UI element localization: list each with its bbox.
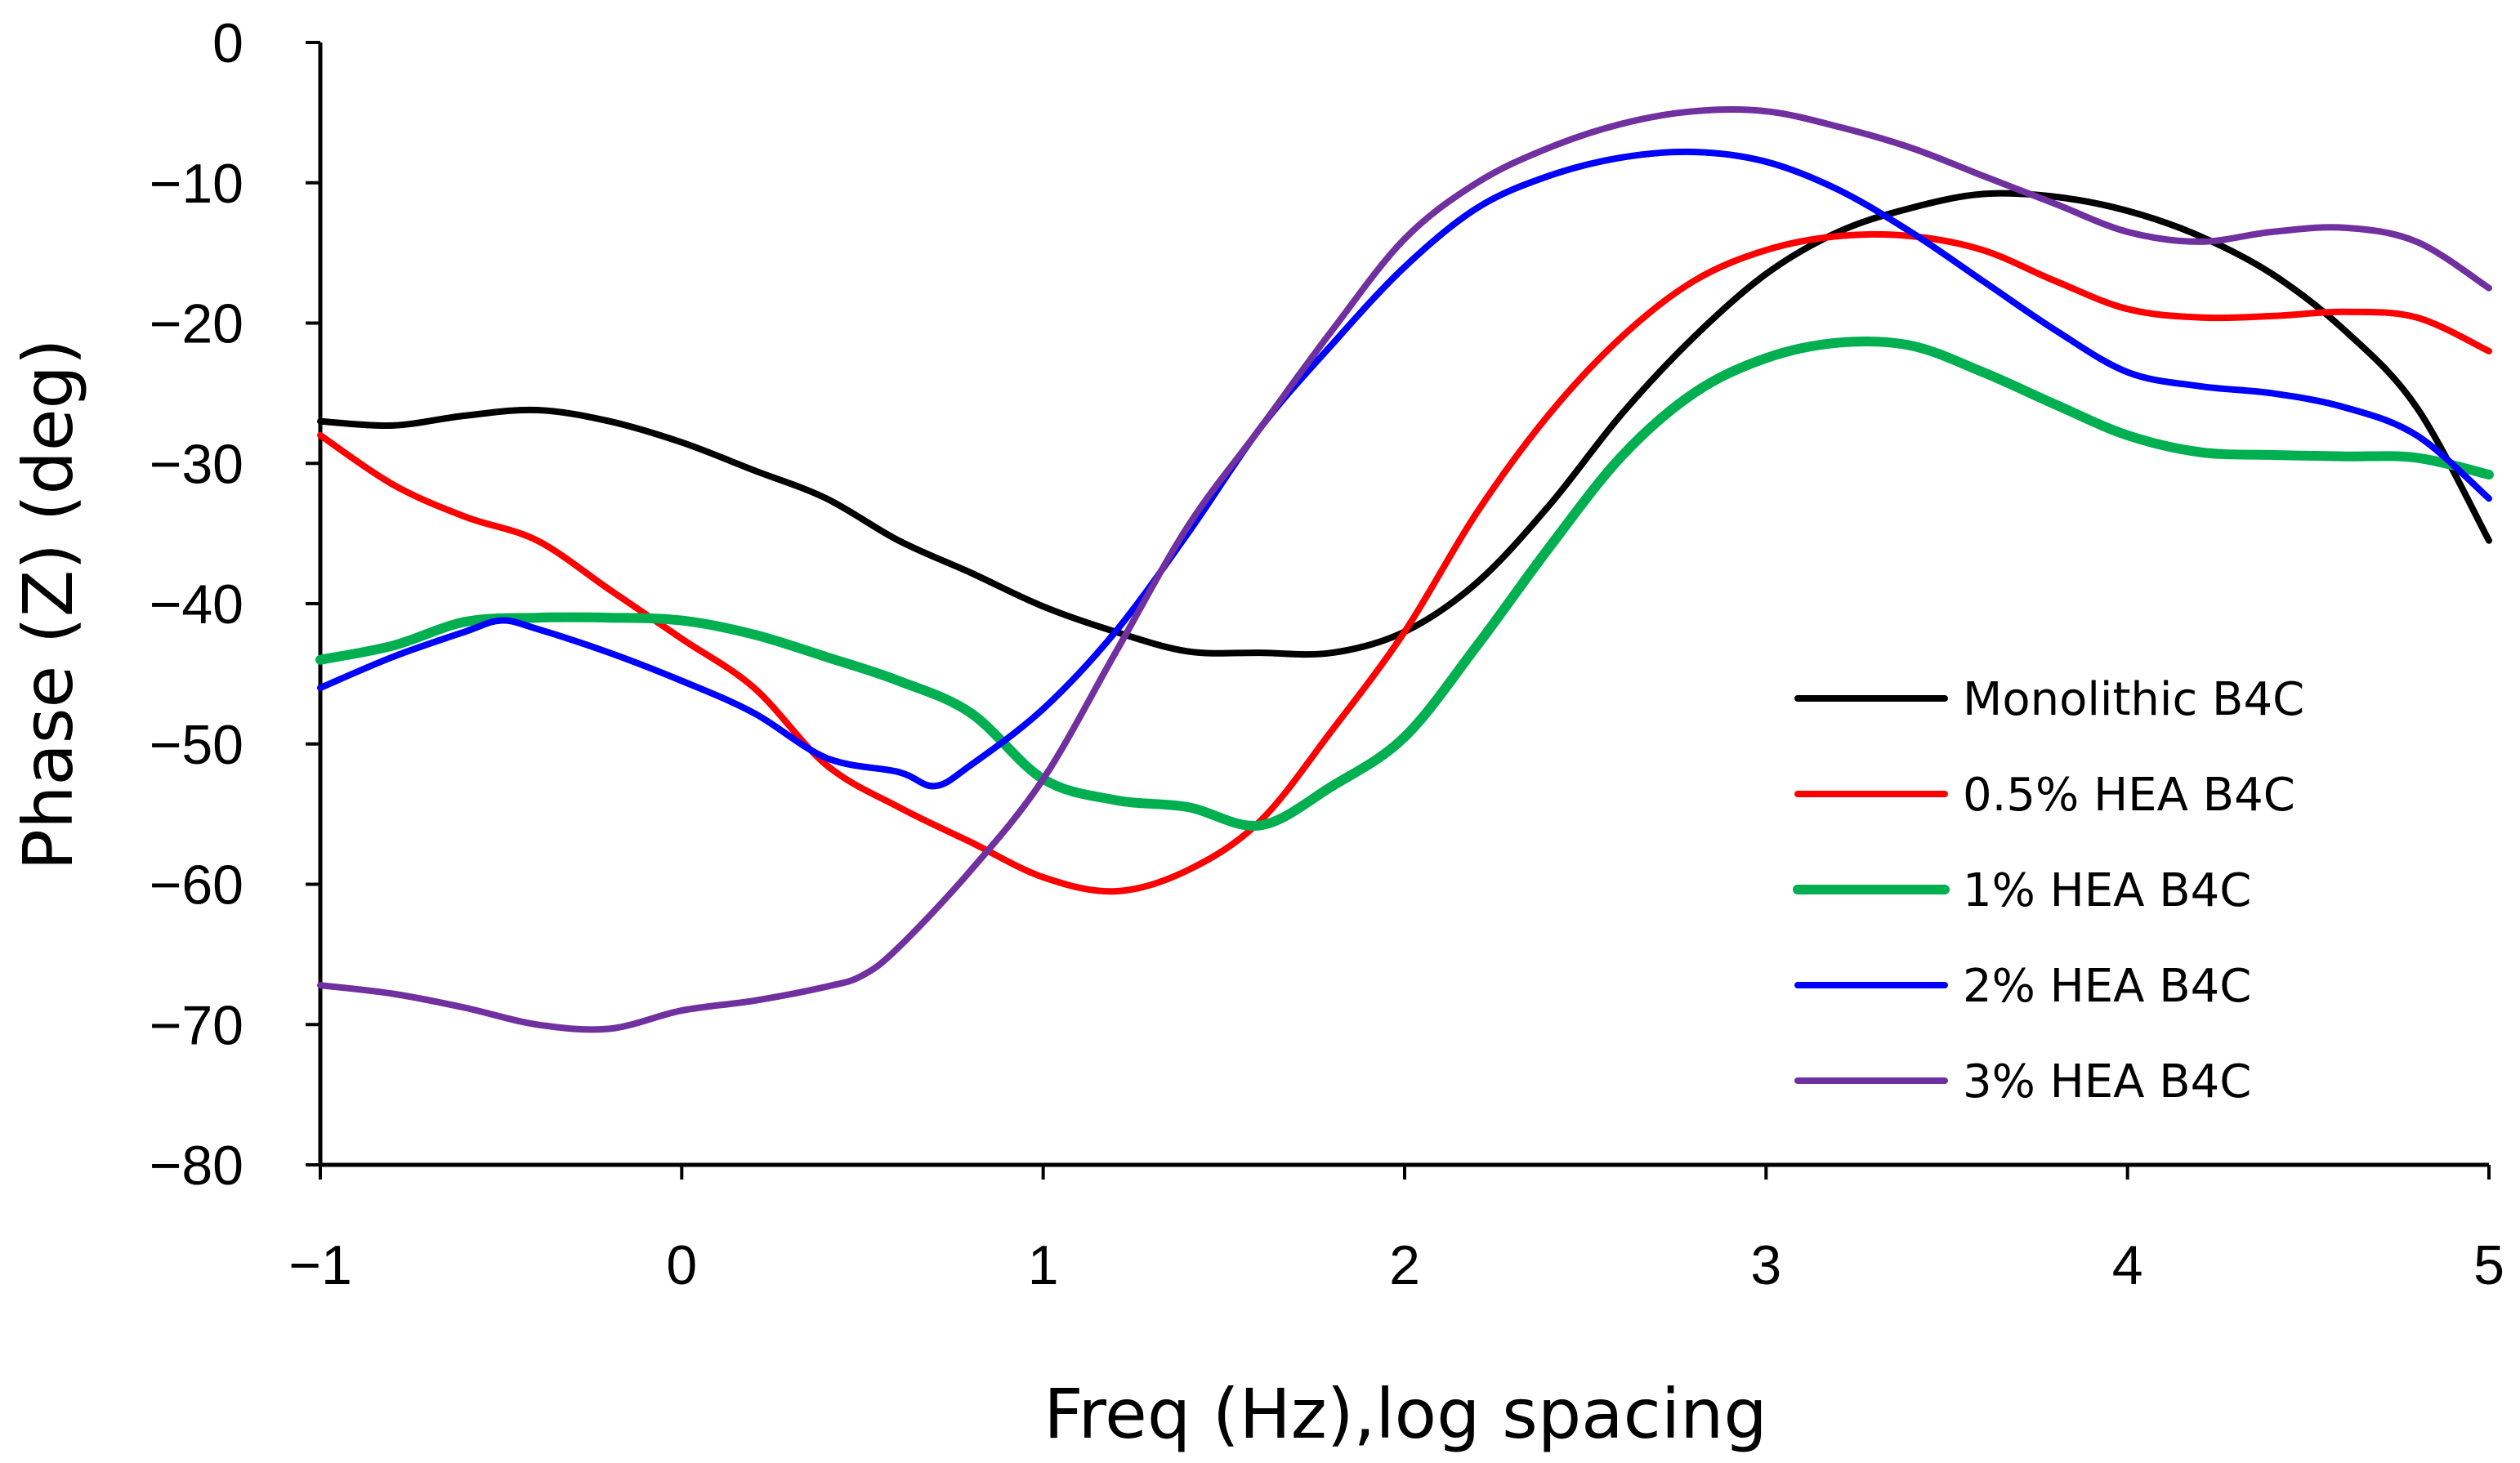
legend-label-2pct-hea: 2% HEA B4C	[1963, 960, 2251, 1013]
series-group	[315, 106, 2494, 1033]
x-axis-title: Freq (Hz),log spacing	[1043, 1374, 1767, 1454]
y-tick-label: −30	[150, 433, 244, 495]
legend-label-3pct-hea: 3% HEA B4C	[1963, 1055, 2251, 1108]
x-tick-label: 5	[2473, 1234, 2504, 1296]
series-line-3pct-hea	[317, 106, 2492, 1033]
legend: Monolithic B4C 0.5% HEA B4C 1% HEA B4C 2% H…	[1793, 673, 2304, 1108]
y-axis-title: Phase (Z) (deg)	[8, 338, 88, 870]
legend-label-1pct-hea: 1% HEA B4C	[1963, 864, 2251, 917]
legend-label-monolithic: Monolithic B4C	[1963, 673, 2304, 726]
series-line-1pct-hea	[315, 336, 2494, 831]
y-tick-label: −80	[150, 1135, 244, 1197]
y-tick-label: −50	[150, 714, 244, 776]
x-tick-label: 0	[666, 1234, 697, 1296]
series-line-2pct-hea	[317, 148, 2492, 790]
y-tick-label: −70	[150, 994, 244, 1056]
x-tick-label: −1	[288, 1234, 352, 1296]
series-line-monolithic	[317, 190, 2492, 658]
legend-label-0-5pct-hea: 0.5% HEA B4C	[1963, 769, 2295, 822]
x-tick-label: 2	[1389, 1234, 1420, 1296]
x-tick-label: 1	[1028, 1234, 1059, 1296]
y-tick-label: −40	[150, 573, 244, 636]
y-tick-label: −10	[150, 153, 244, 215]
y-tick-label: 0	[212, 12, 244, 74]
y-ticks: 0 −10 −20 −30 −40 −50 −60 −70 −80	[150, 12, 320, 1197]
series-line-0-5pct-hea	[317, 230, 2492, 895]
y-tick-label: −60	[150, 854, 244, 917]
x-tick-label: 3	[1750, 1234, 1781, 1296]
x-ticks: −1 0 1 2 3 4 5	[288, 1165, 2504, 1296]
y-tick-label: −20	[150, 293, 244, 355]
x-tick-label: 4	[2112, 1234, 2143, 1296]
